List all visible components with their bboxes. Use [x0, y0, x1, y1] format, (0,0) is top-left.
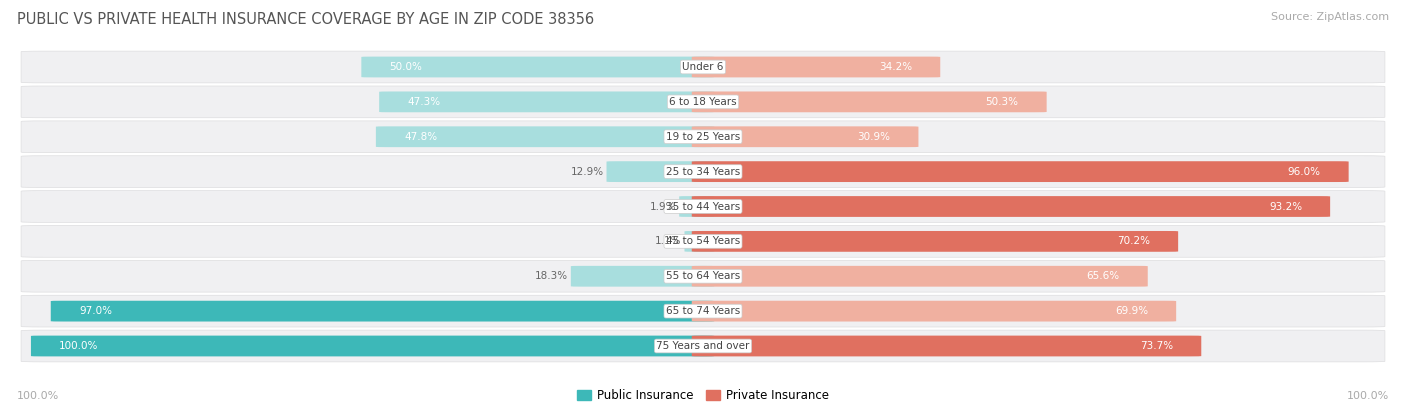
FancyBboxPatch shape — [679, 196, 714, 217]
FancyBboxPatch shape — [361, 57, 714, 77]
Text: Under 6: Under 6 — [682, 62, 724, 72]
FancyBboxPatch shape — [21, 51, 1385, 83]
Text: 35 to 44 Years: 35 to 44 Years — [666, 202, 740, 211]
Text: 69.9%: 69.9% — [1115, 306, 1149, 316]
Text: 100.0%: 100.0% — [1347, 391, 1389, 401]
FancyBboxPatch shape — [21, 260, 1385, 292]
Text: 50.0%: 50.0% — [389, 62, 422, 72]
FancyBboxPatch shape — [692, 126, 918, 147]
Text: 73.7%: 73.7% — [1140, 341, 1173, 351]
FancyBboxPatch shape — [692, 336, 1201, 356]
FancyBboxPatch shape — [692, 161, 1348, 182]
Text: 100.0%: 100.0% — [59, 341, 98, 351]
Text: 65 to 74 Years: 65 to 74 Years — [666, 306, 740, 316]
Text: 1.1%: 1.1% — [655, 236, 682, 247]
FancyBboxPatch shape — [21, 225, 1385, 257]
Text: Source: ZipAtlas.com: Source: ZipAtlas.com — [1271, 12, 1389, 22]
Text: 47.8%: 47.8% — [404, 132, 437, 142]
Text: 100.0%: 100.0% — [17, 391, 59, 401]
Text: 55 to 64 Years: 55 to 64 Years — [666, 271, 740, 281]
FancyBboxPatch shape — [685, 231, 714, 252]
Text: 50.3%: 50.3% — [986, 97, 1018, 107]
Text: 18.3%: 18.3% — [534, 271, 568, 281]
Text: 93.2%: 93.2% — [1268, 202, 1302, 211]
Text: 19 to 25 Years: 19 to 25 Years — [666, 132, 740, 142]
Legend: Public Insurance, Private Insurance: Public Insurance, Private Insurance — [572, 385, 834, 407]
FancyBboxPatch shape — [21, 330, 1385, 362]
FancyBboxPatch shape — [51, 301, 714, 321]
Text: PUBLIC VS PRIVATE HEALTH INSURANCE COVERAGE BY AGE IN ZIP CODE 38356: PUBLIC VS PRIVATE HEALTH INSURANCE COVER… — [17, 12, 593, 27]
FancyBboxPatch shape — [692, 301, 1177, 321]
FancyBboxPatch shape — [21, 86, 1385, 118]
FancyBboxPatch shape — [692, 196, 1330, 217]
Text: 30.9%: 30.9% — [858, 132, 890, 142]
FancyBboxPatch shape — [21, 156, 1385, 188]
Text: 25 to 34 Years: 25 to 34 Years — [666, 166, 740, 177]
Text: 47.3%: 47.3% — [408, 97, 440, 107]
FancyBboxPatch shape — [692, 266, 1147, 287]
Text: 70.2%: 70.2% — [1116, 236, 1150, 247]
Text: 65.6%: 65.6% — [1087, 271, 1119, 281]
Text: 6 to 18 Years: 6 to 18 Years — [669, 97, 737, 107]
FancyBboxPatch shape — [375, 126, 714, 147]
FancyBboxPatch shape — [21, 295, 1385, 327]
FancyBboxPatch shape — [606, 161, 714, 182]
Text: 96.0%: 96.0% — [1288, 166, 1320, 177]
FancyBboxPatch shape — [21, 121, 1385, 153]
Text: 75 Years and over: 75 Years and over — [657, 341, 749, 351]
FancyBboxPatch shape — [692, 57, 941, 77]
Text: 12.9%: 12.9% — [571, 166, 603, 177]
FancyBboxPatch shape — [21, 191, 1385, 222]
Text: 1.9%: 1.9% — [650, 202, 676, 211]
FancyBboxPatch shape — [571, 266, 714, 287]
Text: 97.0%: 97.0% — [79, 306, 112, 316]
FancyBboxPatch shape — [692, 92, 1046, 112]
Text: 34.2%: 34.2% — [879, 62, 912, 72]
FancyBboxPatch shape — [692, 231, 1178, 252]
FancyBboxPatch shape — [380, 92, 714, 112]
Text: 45 to 54 Years: 45 to 54 Years — [666, 236, 740, 247]
FancyBboxPatch shape — [31, 336, 714, 356]
